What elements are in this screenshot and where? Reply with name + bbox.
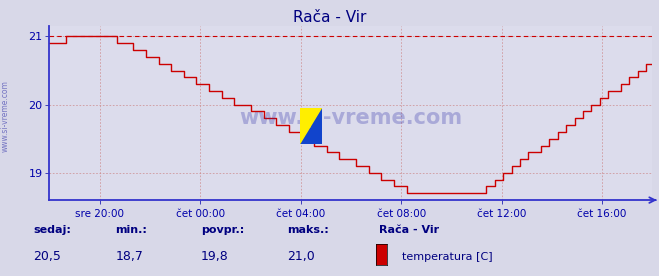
Text: Rača - Vir: Rača - Vir xyxy=(379,225,439,235)
Text: temperatura [C]: temperatura [C] xyxy=(402,252,493,262)
Text: 21,0: 21,0 xyxy=(287,250,314,263)
Text: povpr.:: povpr.: xyxy=(201,225,244,235)
Text: 18,7: 18,7 xyxy=(115,250,143,263)
Text: min.:: min.: xyxy=(115,225,147,235)
Bar xyxy=(300,126,322,144)
Text: maks.:: maks.: xyxy=(287,225,328,235)
Text: www.si-vreme.com: www.si-vreme.com xyxy=(1,80,10,152)
Bar xyxy=(311,108,322,126)
Text: sedaj:: sedaj: xyxy=(33,225,71,235)
Text: 20,5: 20,5 xyxy=(33,250,61,263)
Text: Rača - Vir: Rača - Vir xyxy=(293,10,366,25)
Polygon shape xyxy=(300,108,322,144)
Polygon shape xyxy=(300,108,322,144)
Text: 19,8: 19,8 xyxy=(201,250,229,263)
Bar xyxy=(300,108,311,126)
Text: www.si-vreme.com: www.si-vreme.com xyxy=(239,108,463,128)
